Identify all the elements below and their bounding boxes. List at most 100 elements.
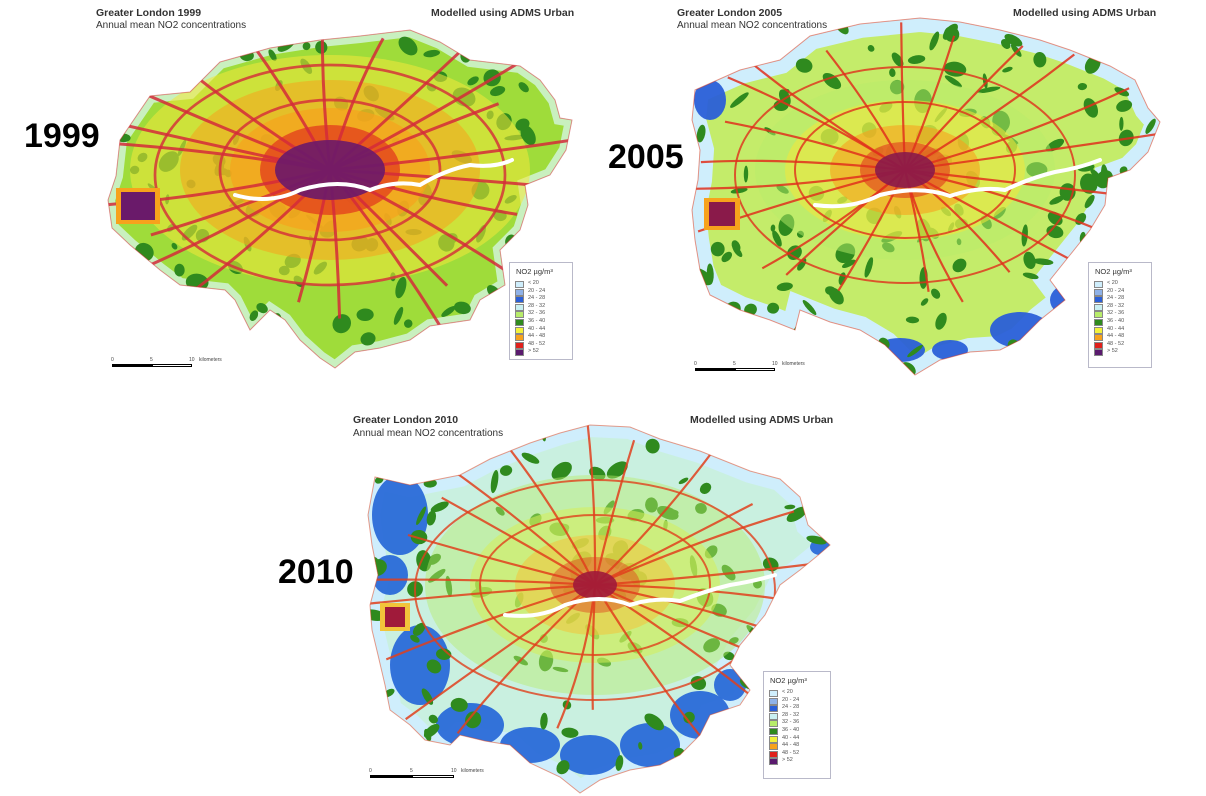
legend-label: 24 - 28 — [528, 295, 546, 302]
legend-swatch — [1094, 296, 1103, 304]
low-concentration-area — [990, 312, 1050, 348]
green-space — [219, 349, 232, 356]
green-space — [497, 745, 508, 760]
green-space — [1023, 251, 1036, 270]
green-space — [462, 343, 473, 351]
green-space — [695, 502, 707, 514]
major-road — [556, 584, 597, 729]
legend-swatch — [515, 326, 524, 334]
green-space — [494, 747, 504, 754]
legend-label: 32 - 36 — [782, 719, 800, 726]
green-space — [423, 723, 440, 738]
green-space — [656, 772, 674, 793]
model-note: Modelled using ADMS Urban — [431, 7, 575, 19]
green-space — [644, 713, 665, 731]
legend-swatch — [769, 750, 778, 758]
major-road — [456, 584, 596, 734]
legend-label: 32 - 36 — [528, 310, 546, 317]
green-space — [935, 312, 947, 330]
green-space — [1046, 225, 1064, 239]
green-space — [822, 72, 842, 90]
green-space — [891, 52, 904, 67]
legend-swatch — [1094, 341, 1103, 349]
green-space — [615, 755, 624, 771]
scale-bar: 0 5 10 kilometers — [111, 357, 272, 370]
scale-segment — [695, 368, 735, 371]
legend-swatch — [515, 334, 524, 342]
legend-label: 32 - 36 — [1107, 310, 1125, 317]
green-space — [889, 68, 896, 78]
green-space — [944, 75, 962, 88]
scale-bar: 0 5 10 kilometers — [694, 361, 855, 374]
green-space — [974, 358, 996, 365]
green-space — [729, 23, 743, 36]
low-concentration-area — [620, 723, 680, 767]
airport-hotspot — [709, 202, 735, 226]
legend-swatch — [1094, 311, 1103, 319]
green-space — [719, 426, 727, 449]
green-space — [699, 482, 712, 494]
green-space — [952, 258, 967, 273]
green-space — [842, 259, 856, 269]
green-space — [428, 714, 438, 724]
green-space — [867, 45, 875, 52]
green-space — [776, 282, 793, 292]
green-space — [268, 49, 277, 62]
green-space — [723, 651, 735, 661]
scale-segment — [370, 775, 412, 778]
green-space — [493, 425, 512, 441]
green-space — [465, 711, 482, 729]
green-space — [870, 353, 882, 373]
legend-label: 36 - 40 — [1107, 318, 1125, 324]
green-space — [773, 425, 786, 443]
green-space — [552, 666, 569, 673]
green-space — [490, 469, 499, 494]
green-space — [441, 306, 456, 317]
major-road — [904, 53, 1075, 171]
green-space — [1077, 82, 1088, 91]
ring-road — [414, 479, 776, 701]
legend-label: 24 - 28 — [782, 704, 800, 711]
legend-label: 28 - 32 — [1107, 302, 1125, 309]
no2-concentration-map — [691, 17, 1161, 376]
legend-label: 36 - 40 — [782, 727, 800, 733]
green-space — [730, 187, 748, 194]
green-space — [484, 299, 494, 312]
low-concentration-area — [714, 669, 746, 701]
scale-tick: 0 — [111, 357, 114, 363]
green-space — [1053, 332, 1065, 350]
green-space — [1143, 34, 1157, 47]
scale-tick: 10 — [189, 357, 195, 363]
no2-concentration-map — [107, 29, 573, 369]
green-space — [436, 648, 452, 660]
green-space — [538, 781, 547, 790]
map-legend: NO2 µg/m³ < 20 20 - 24 24 - 28 28 - 32 32 - … — [509, 262, 573, 360]
green-space — [770, 224, 776, 232]
legend-label: > 52 — [782, 757, 793, 764]
major-road — [594, 503, 754, 586]
low-concentration-area — [560, 735, 620, 775]
green-space — [907, 55, 926, 64]
green-space — [556, 760, 570, 775]
ring-road — [218, 98, 442, 242]
green-space — [302, 42, 311, 51]
green-space — [907, 344, 924, 358]
green-space — [1143, 163, 1155, 175]
green-space — [751, 653, 763, 663]
green-space — [1004, 33, 1023, 47]
green-space — [645, 438, 660, 454]
green-space — [467, 76, 479, 86]
scale-tick: kilometers — [461, 768, 484, 774]
green-space — [412, 622, 426, 636]
green-space — [944, 26, 960, 42]
legend-swatch — [769, 743, 778, 751]
green-space — [1093, 21, 1112, 31]
green-space — [645, 497, 658, 513]
legend-swatch — [769, 697, 778, 705]
green-space — [1119, 116, 1124, 131]
green-space — [721, 251, 733, 263]
legend-label: 28 - 32 — [528, 302, 546, 309]
legend-swatch — [515, 288, 524, 296]
green-space — [964, 358, 986, 370]
ring-road — [734, 66, 1076, 284]
